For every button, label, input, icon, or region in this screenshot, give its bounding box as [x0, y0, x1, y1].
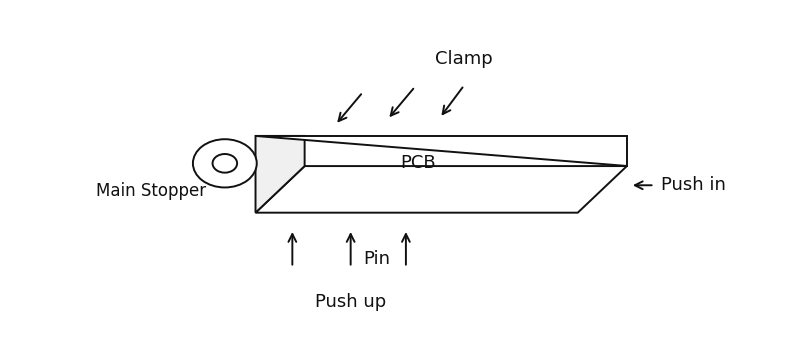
Polygon shape [256, 136, 627, 166]
Text: Main Stopper: Main Stopper [96, 182, 206, 200]
Text: PCB: PCB [401, 155, 436, 172]
Ellipse shape [212, 154, 237, 173]
Polygon shape [256, 166, 627, 213]
Polygon shape [256, 136, 305, 213]
Text: Pin: Pin [363, 250, 390, 268]
Text: Clamp: Clamp [436, 50, 493, 68]
Text: Push up: Push up [315, 293, 386, 311]
Ellipse shape [193, 139, 257, 188]
Text: Push in: Push in [661, 176, 725, 194]
